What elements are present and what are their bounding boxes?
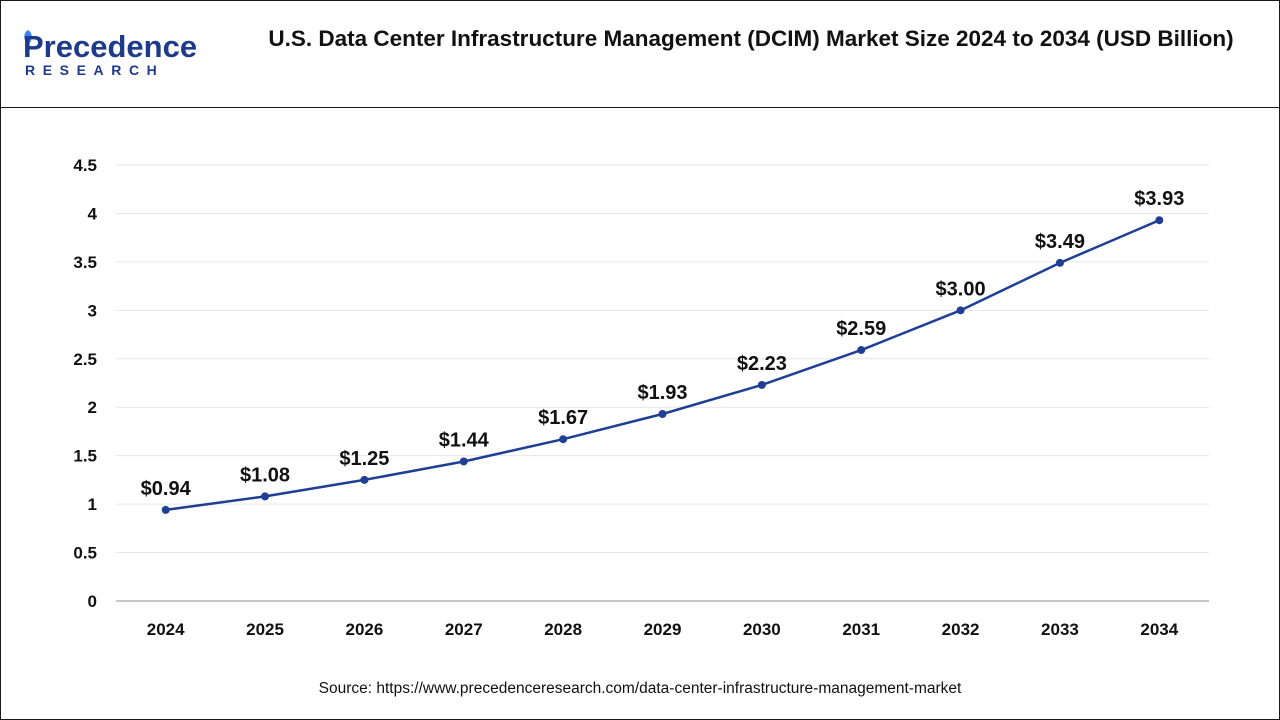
leaf-icon — [24, 30, 32, 45]
data-points — [161, 216, 1164, 514]
x-tick-label: 2032 — [942, 620, 980, 639]
y-tick-label: 1.5 — [73, 447, 97, 466]
data-labels: $0.94 $1.08 $1.25 $1.44 $1.67 $1.93 $2.23 $2.59… — [141, 188, 1185, 500]
x-tick-label: 2024 — [147, 620, 185, 639]
x-tick-label: 2027 — [445, 620, 483, 639]
data-point — [757, 380, 766, 389]
data-point — [459, 457, 468, 466]
source-note: Source: https://www.precedenceresearch.c… — [318, 680, 962, 697]
data-label: $2.59 — [836, 318, 886, 340]
data-label: $3.49 — [1035, 231, 1085, 253]
y-axis-ticks: 0 0.5 1 1.5 2 2.5 3 3.5 4 4.5 — [73, 156, 97, 611]
series-line-layer — [165, 219, 1160, 512]
y-tick-label: 3 — [88, 301, 97, 320]
data-label: $3.00 — [936, 278, 986, 300]
chart-title: U.S. Data Center Infrastructure Manageme… — [268, 26, 1234, 51]
data-point — [658, 410, 667, 419]
y-tick-label: 4.5 — [73, 156, 97, 175]
data-point — [559, 435, 568, 444]
x-tick-label: 2031 — [842, 620, 880, 639]
y-tick-label: 0.5 — [73, 544, 97, 563]
data-label: $0.94 — [141, 478, 192, 500]
data-point — [857, 346, 866, 355]
gridlines — [116, 164, 1209, 602]
logo-wordmark: Precedence — [23, 29, 198, 64]
data-point — [161, 505, 170, 514]
x-axis-ticks: 2024 2025 2026 2027 2028 2029 2030 2031 2032 2033… — [147, 620, 1179, 639]
x-tick-label: 2026 — [345, 620, 383, 639]
series-line — [165, 219, 1160, 512]
x-tick-label: 2033 — [1041, 620, 1079, 639]
data-label: $1.44 — [439, 429, 490, 451]
x-tick-label: 2034 — [1140, 620, 1178, 639]
data-label: $1.67 — [538, 407, 588, 429]
data-label: $1.93 — [637, 382, 687, 404]
logo-subtitle: RESEARCH — [25, 62, 165, 78]
data-label: $1.25 — [339, 448, 389, 470]
x-tick-label: 2025 — [246, 620, 284, 639]
data-label: $1.08 — [240, 464, 290, 486]
y-tick-label: 2 — [88, 398, 97, 417]
data-label: $3.93 — [1134, 188, 1184, 210]
data-point — [1155, 216, 1164, 225]
data-point — [261, 492, 270, 501]
x-tick-label: 2030 — [743, 620, 781, 639]
y-tick-label: 0 — [88, 592, 97, 611]
data-point — [1055, 258, 1064, 267]
data-point — [360, 475, 369, 484]
x-tick-label: 2029 — [644, 620, 682, 639]
header: Precedence RESEARCH U.S. Data Center Inf… — [1, 1, 1279, 108]
brand-logo: Precedence RESEARCH — [23, 29, 213, 85]
data-point — [956, 306, 965, 315]
x-tick-label: 2028 — [544, 620, 582, 639]
data-label: $2.23 — [737, 353, 787, 375]
y-tick-label: 2.5 — [73, 350, 97, 369]
y-tick-label: 3.5 — [73, 253, 97, 272]
y-tick-label: 1 — [88, 495, 97, 514]
y-tick-label: 4 — [88, 204, 98, 223]
